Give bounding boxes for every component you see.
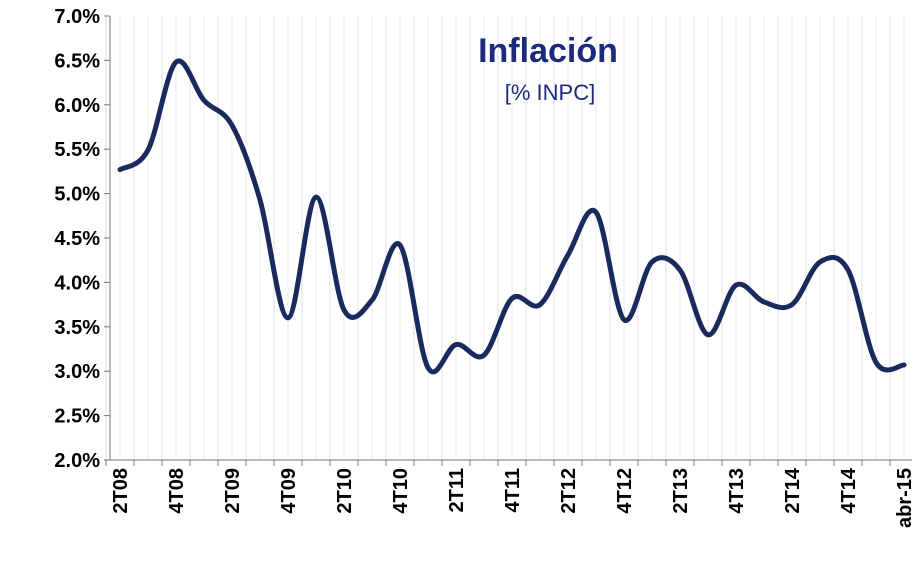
plot: 2.0% 2.5% 3.0% 3.5% 4.0% 4.5% 5.0% 5.5% 6.0% 6.5%… (54, 6, 916, 528)
chart-subtitle: [% INPC] (505, 80, 595, 105)
x-tick-label: 4T12 (614, 468, 636, 514)
x-tick-label: 2T08 (110, 468, 132, 514)
y-tick-label: 5.5% (54, 139, 100, 161)
y-tick-label: 5.0% (54, 184, 100, 206)
y-tick-label: 4.0% (54, 272, 100, 294)
y-tick-label: 2.5% (54, 406, 100, 428)
x-tick-label: 2T13 (670, 468, 692, 514)
y-tick-label: 6.0% (54, 95, 100, 117)
x-tick-label: 4T09 (278, 468, 300, 514)
line-series (117, 58, 907, 375)
chart-title: Inflación (478, 32, 618, 70)
y-tick-label: 2.0% (54, 450, 100, 472)
y-tick-label: 7.0% (54, 6, 100, 28)
x-tick-label: 4T08 (166, 468, 188, 514)
x-tick-label: 2T12 (558, 468, 580, 514)
x-tick-label: 2T14 (782, 467, 804, 513)
y-tick-label: 6.5% (54, 50, 100, 72)
y-tick-label: 4.5% (54, 228, 100, 250)
x-tick-label: 4T14 (838, 467, 860, 513)
x-tick-label: abr-15 (894, 468, 916, 528)
y-tick-label: 3.5% (54, 317, 100, 339)
x-tick-label: 4T13 (726, 468, 748, 514)
y-tick-label: 3.0% (54, 361, 100, 383)
x-tick-label: 2T09 (222, 468, 244, 514)
x-tick-label: 2T11 (446, 468, 468, 512)
x-tick-label: 4T11 (502, 468, 524, 512)
x-tick-label: 4T10 (390, 468, 412, 514)
x-tick-label: 2T10 (334, 468, 356, 514)
